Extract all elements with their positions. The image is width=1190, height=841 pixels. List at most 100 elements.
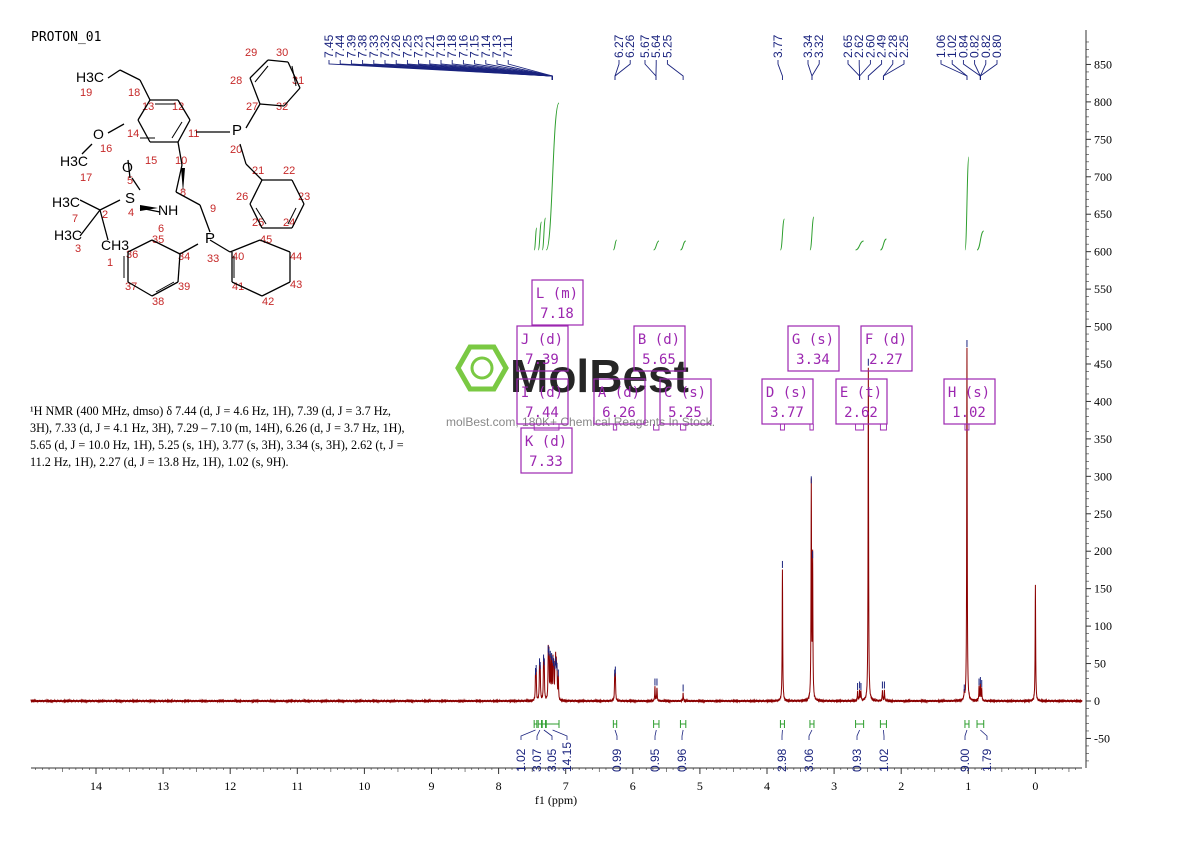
x-tick-label: 7: [563, 779, 569, 793]
peak-label-leader: [867, 60, 883, 80]
peak-shift-label: 7.16: [456, 34, 470, 58]
x-tick-label: 6: [630, 779, 636, 793]
structure-atom-label: CH3: [101, 237, 129, 253]
structure-atom-label: 43: [290, 279, 302, 291]
peak-label-leader: [974, 60, 981, 80]
y-tick-label: 550: [1094, 282, 1112, 296]
structure-bond: [151, 281, 179, 297]
structure-bond: [287, 207, 297, 225]
multiplet-label: K (d): [525, 434, 567, 450]
peak-label-leader: [979, 60, 987, 80]
y-tick-label: 250: [1094, 507, 1112, 521]
integral-leader: [536, 729, 541, 740]
multiplet-box: H (s) 1.02: [943, 378, 996, 425]
structure-atom-label: 6: [158, 223, 164, 235]
y-tick-label: 750: [1094, 132, 1112, 146]
structure-atom-label: 14: [127, 128, 139, 140]
peak-label-leader: [847, 60, 861, 80]
structure-bond: [177, 119, 191, 143]
integral-value-label: 0.95: [648, 748, 662, 772]
peak-shift-label: 0.84: [956, 34, 970, 58]
peak-shift-label: 7.44: [333, 34, 347, 58]
peak-shift-label: 0.82: [968, 34, 982, 58]
y-tick-label: 500: [1094, 320, 1112, 334]
multiplet-box: L (m) 7.18: [531, 279, 584, 326]
structure-bond: [107, 123, 125, 134]
multiplet-shift: 3.34: [796, 352, 830, 368]
peak-shift-label: 7.14: [479, 34, 493, 58]
nmr-description-line: 5.65 (d, J = 10.0 Hz, 1H), 5.25 (s, 1H),…: [30, 438, 404, 452]
structure-atom-label: P: [205, 230, 215, 247]
structure-bond: [291, 203, 305, 229]
structure-atom-label: 44: [290, 251, 302, 263]
structure-bond: [291, 179, 305, 205]
y-tick-label: 350: [1094, 432, 1112, 446]
structure-atom-label: 38: [152, 296, 164, 308]
structure-bond: [127, 159, 131, 179]
integral-curve: [533, 227, 538, 251]
x-tick-label: 9: [429, 779, 435, 793]
integral-curve: [809, 216, 815, 251]
multiplet-shift: 3.77: [770, 405, 804, 421]
structure-bond: [137, 119, 151, 143]
structure-atom-label: 33: [207, 253, 219, 265]
multiplet-frame: [520, 427, 573, 474]
y-tick-label: 800: [1094, 95, 1112, 109]
integral-value-label: 3.06: [802, 748, 816, 772]
structure-atom-label: 17: [80, 172, 92, 184]
structure-bond: [151, 239, 181, 255]
structure-wedge-bond: [181, 168, 185, 192]
y-tick-label: 50: [1094, 657, 1106, 671]
structure-bond: [127, 239, 153, 253]
integral-curve: [779, 218, 785, 251]
x-tick-label: 3: [831, 779, 837, 793]
multiplet-range: [533, 424, 560, 431]
structure-bond: [177, 253, 181, 283]
nmr-description: ¹H NMR (400 MHz, dmso) δ 7.44 (d, J = 4.…: [30, 403, 482, 471]
integral-leader: [883, 729, 885, 740]
peak-label-leader: [507, 60, 553, 80]
structure-bond: [127, 281, 153, 297]
y-tick-label: 0: [1094, 694, 1100, 708]
structure-atom-label: 28: [230, 75, 242, 87]
x-axis-label: f1 (ppm): [535, 793, 577, 807]
peak-label-leader: [666, 60, 684, 80]
integral-value-label: 0.93: [850, 748, 864, 772]
structure-atom-label: 21: [252, 165, 264, 177]
integral-value-label: 9.00: [958, 748, 972, 772]
multiplet-frame: [787, 325, 840, 372]
y-tick-label: 650: [1094, 207, 1112, 221]
x-tick-label: 0: [1032, 779, 1038, 793]
structure-atom-label: H3C: [52, 194, 80, 210]
integral-leader: [856, 729, 860, 740]
peak-shift-label: 2.65: [841, 34, 855, 58]
structure-bond: [249, 203, 263, 229]
structure-atom-label: 22: [283, 165, 295, 177]
structure-bond: [245, 163, 263, 181]
structure-atom-label: 42: [262, 296, 274, 308]
structure-bond: [259, 103, 285, 107]
structure-atom-label: 15: [145, 155, 157, 167]
peak-shift-label: 3.77: [771, 34, 785, 58]
integral-leader: [552, 729, 568, 740]
integral-curve: [545, 102, 560, 251]
y-tick-label: 300: [1094, 469, 1112, 483]
structure-atom-label: 1: [107, 257, 113, 269]
structure-atom-label: H3C: [76, 69, 104, 85]
multiplet-box: E (t) 2.62: [835, 378, 888, 425]
x-tick-label: 4: [764, 779, 770, 793]
structure-atom-label: 24: [283, 217, 295, 229]
structure-atom-label: H3C: [54, 227, 82, 243]
integral-curves: [533, 102, 985, 251]
peak-shift-label: 2.25: [897, 34, 911, 58]
structure-bond: [283, 87, 301, 107]
structure-atom-label: 19: [80, 87, 92, 99]
y-tick-label: -50: [1094, 731, 1110, 745]
watermark-logo: [455, 344, 509, 392]
structure-bond: [177, 141, 183, 166]
structure-atom-label: 29: [245, 47, 257, 59]
structure-atom-label: H3C: [60, 153, 88, 169]
structure-atom-label: 37: [125, 281, 137, 293]
peak-label-leader: [807, 60, 813, 80]
